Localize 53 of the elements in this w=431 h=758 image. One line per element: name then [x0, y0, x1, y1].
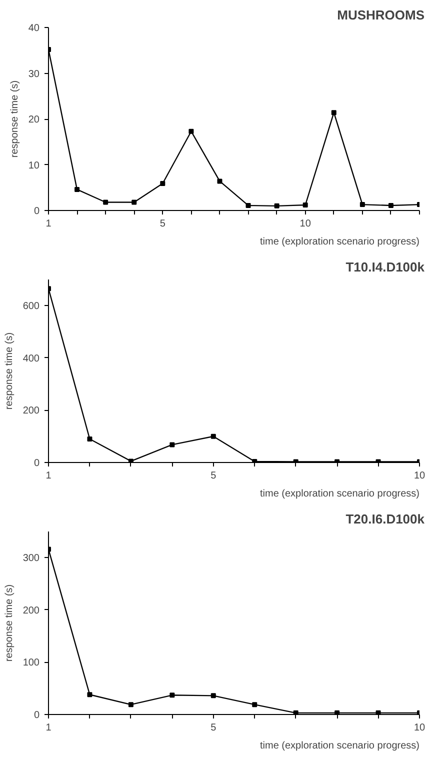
chart-title: T10.I4.D100k	[346, 260, 426, 274]
x-axis-title: time (exploration scenario progress)	[260, 488, 420, 500]
y-tick-label: 400	[22, 353, 40, 364]
point	[210, 434, 216, 439]
point	[388, 202, 394, 208]
point	[334, 710, 340, 714]
chart-title: T20.I6.D100k	[346, 512, 426, 526]
point	[87, 436, 92, 442]
point	[274, 203, 280, 208]
point	[132, 200, 137, 205]
x-tick-label: 5	[210, 470, 217, 482]
y-axis-title: response time (s)	[4, 584, 15, 662]
point	[128, 458, 134, 462]
y-tick-label: 300	[22, 553, 40, 564]
point	[74, 186, 80, 192]
point	[360, 202, 365, 208]
point	[188, 128, 194, 134]
y-tick-label: 0	[34, 458, 40, 469]
point	[103, 200, 108, 205]
point	[217, 178, 222, 184]
y-tick-label: 20	[28, 114, 40, 126]
y-axis-title: response time (s)	[4, 332, 15, 410]
chart-title: MUSHROOMS	[337, 8, 425, 22]
y-tick-label: 10	[28, 160, 40, 172]
y-tick-label: 0	[34, 206, 40, 217]
point	[252, 702, 258, 708]
point	[331, 110, 336, 116]
x-tick-label: 1	[46, 470, 52, 482]
y-tick-label: 200	[22, 406, 40, 417]
point	[170, 692, 175, 698]
x-tick-label: 5	[160, 218, 166, 230]
point	[128, 702, 134, 708]
y-tick-label: 200	[22, 605, 40, 616]
x-tick-label: 5	[210, 722, 217, 734]
x-tick-label: 10	[414, 470, 426, 482]
y-tick-label: 600	[22, 301, 40, 312]
y-tick-label: 0	[34, 710, 40, 721]
y-tick-label: 40	[28, 23, 40, 34]
point	[87, 692, 92, 698]
x-axis-title: time (exploration scenario progress)	[260, 236, 420, 248]
point	[246, 202, 251, 208]
x-axis-title: time (exploration scenario progress)	[260, 740, 420, 752]
y-tick-label: 30	[28, 68, 40, 80]
y-tick-label: 100	[22, 658, 40, 669]
point	[160, 181, 166, 186]
y-axis-title: response time (s)	[9, 80, 20, 158]
x-tick-label: 1	[46, 722, 52, 734]
point	[210, 693, 216, 698]
point	[302, 202, 308, 208]
x-tick-label: 10	[300, 218, 312, 230]
x-tick-label: 10	[414, 722, 426, 734]
point	[170, 442, 175, 448]
x-tick-label: 1	[46, 218, 52, 230]
